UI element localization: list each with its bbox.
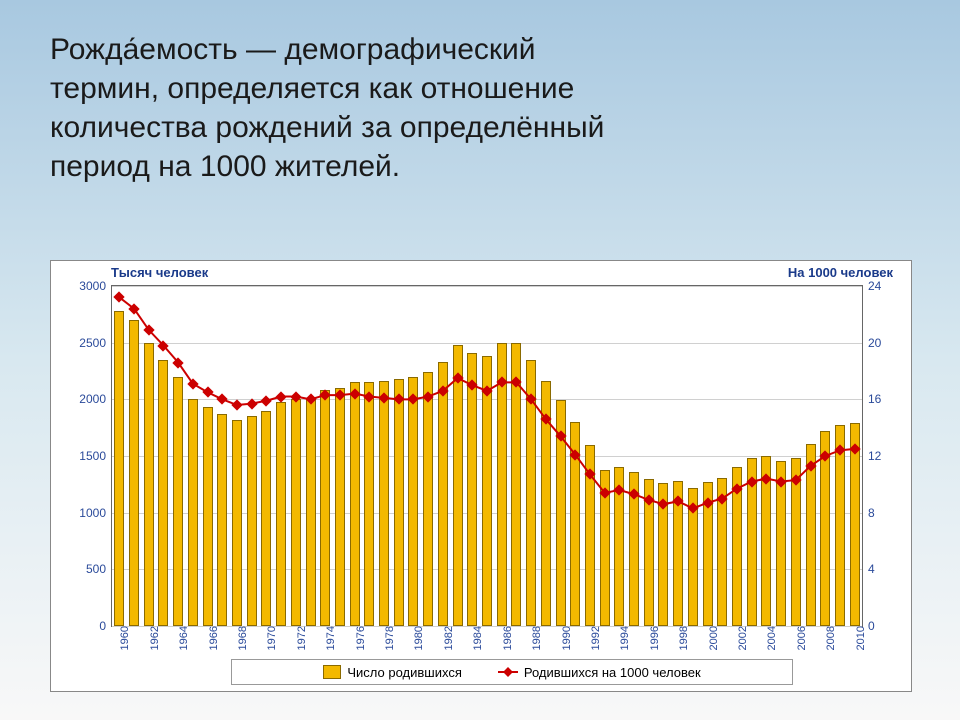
y-axis-left-title: Тысяч человек xyxy=(111,265,208,280)
x-tick: 1976 xyxy=(351,626,367,650)
legend-label-bars: Число родившихся xyxy=(347,665,462,680)
y-tick-left: 500 xyxy=(86,562,112,576)
y-tick-right: 8 xyxy=(862,506,875,520)
y-tick-left: 2500 xyxy=(79,336,112,350)
title-line-1: Рожда́емость — демографический xyxy=(50,30,910,69)
line-marker xyxy=(143,324,154,335)
x-tick: 2002 xyxy=(733,626,749,650)
x-tick: 1980 xyxy=(409,626,425,650)
line-marker xyxy=(128,303,139,314)
y-tick-right: 16 xyxy=(862,392,881,406)
bar xyxy=(114,311,124,626)
bar xyxy=(232,420,242,626)
legend-swatch-line xyxy=(498,671,518,673)
x-tick: 1992 xyxy=(586,626,602,650)
y-tick-right: 20 xyxy=(862,336,881,350)
y-tick-left: 2000 xyxy=(79,392,112,406)
grid-line xyxy=(112,286,862,287)
x-tick: 1978 xyxy=(380,626,396,650)
plot-region: 0500100015002000250030000481216202419601… xyxy=(111,285,863,627)
bar xyxy=(350,382,360,626)
chart-container: Тысяч человек На 1000 человек 0500100015… xyxy=(50,260,912,692)
legend-item-bars: Число родившихся xyxy=(323,665,462,680)
x-tick: 1998 xyxy=(674,626,690,650)
line-marker xyxy=(261,395,272,406)
bar xyxy=(129,320,139,626)
x-tick: 1986 xyxy=(498,626,514,650)
x-tick: 1974 xyxy=(321,626,337,650)
x-tick: 2008 xyxy=(821,626,837,650)
line-marker xyxy=(114,292,125,303)
bar xyxy=(394,379,404,626)
x-tick: 1972 xyxy=(292,626,308,650)
bar xyxy=(188,399,198,626)
legend: Число родившихся Родившихся на 1000 чело… xyxy=(231,659,793,685)
y-tick-left: 3000 xyxy=(79,279,112,293)
title-line-4: период на 1000 жителей. xyxy=(50,147,910,186)
legend-label-line: Родившихся на 1000 человек xyxy=(524,665,701,680)
bar xyxy=(203,407,213,626)
title-block: Рожда́емость — демографический термин, о… xyxy=(50,30,910,186)
line-marker xyxy=(202,387,213,398)
y-axis-right-title: На 1000 человек xyxy=(788,265,893,280)
bar xyxy=(144,343,154,626)
x-tick: 2000 xyxy=(704,626,720,650)
x-tick: 2006 xyxy=(792,626,808,650)
x-tick: 1984 xyxy=(468,626,484,650)
x-tick: 2004 xyxy=(762,626,778,650)
x-tick: 1994 xyxy=(615,626,631,650)
y-tick-right: 4 xyxy=(862,562,875,576)
y-tick-right: 12 xyxy=(862,449,881,463)
x-tick: 1960 xyxy=(115,626,131,650)
bar xyxy=(158,360,168,626)
y-tick-right: 24 xyxy=(862,279,881,293)
line-marker xyxy=(217,394,228,405)
line-marker xyxy=(231,399,242,410)
x-tick: 1996 xyxy=(645,626,661,650)
grid-line xyxy=(112,343,862,344)
line-marker xyxy=(173,357,184,368)
bar xyxy=(423,372,433,626)
bar xyxy=(364,382,374,626)
bar xyxy=(335,388,345,626)
bar xyxy=(379,381,389,626)
legend-item-line: Родившихся на 1000 человек xyxy=(498,665,701,680)
x-tick: 1990 xyxy=(557,626,573,650)
bar xyxy=(320,390,330,626)
grid-line xyxy=(112,626,862,627)
x-tick: 1982 xyxy=(439,626,455,650)
y-tick-left: 0 xyxy=(99,619,112,633)
bar xyxy=(247,416,257,626)
bar xyxy=(261,411,271,626)
bar xyxy=(173,377,183,626)
bar xyxy=(467,353,477,626)
line-marker xyxy=(187,378,198,389)
bar xyxy=(453,345,463,626)
x-tick: 1970 xyxy=(262,626,278,650)
y-tick-left: 1500 xyxy=(79,449,112,463)
bar xyxy=(276,402,286,626)
x-tick: 1966 xyxy=(204,626,220,650)
line-marker xyxy=(158,340,169,351)
bar xyxy=(438,362,448,626)
x-tick: 1962 xyxy=(145,626,161,650)
y-tick-left: 1000 xyxy=(79,506,112,520)
bar xyxy=(482,356,492,626)
title-line-3: количества рождений за определённый xyxy=(50,108,910,147)
x-tick: 1988 xyxy=(527,626,543,650)
bar xyxy=(217,414,227,626)
bar xyxy=(306,399,316,626)
line-marker xyxy=(275,391,286,402)
bar xyxy=(291,399,301,626)
x-tick: 2010 xyxy=(851,626,867,650)
legend-swatch-bar xyxy=(323,665,341,679)
bar xyxy=(408,377,418,626)
x-tick: 1964 xyxy=(174,626,190,650)
slide: Рожда́емость — демографический термин, о… xyxy=(0,0,960,720)
x-tick: 1968 xyxy=(233,626,249,650)
title-line-2: термин, определяется как отношение xyxy=(50,69,910,108)
